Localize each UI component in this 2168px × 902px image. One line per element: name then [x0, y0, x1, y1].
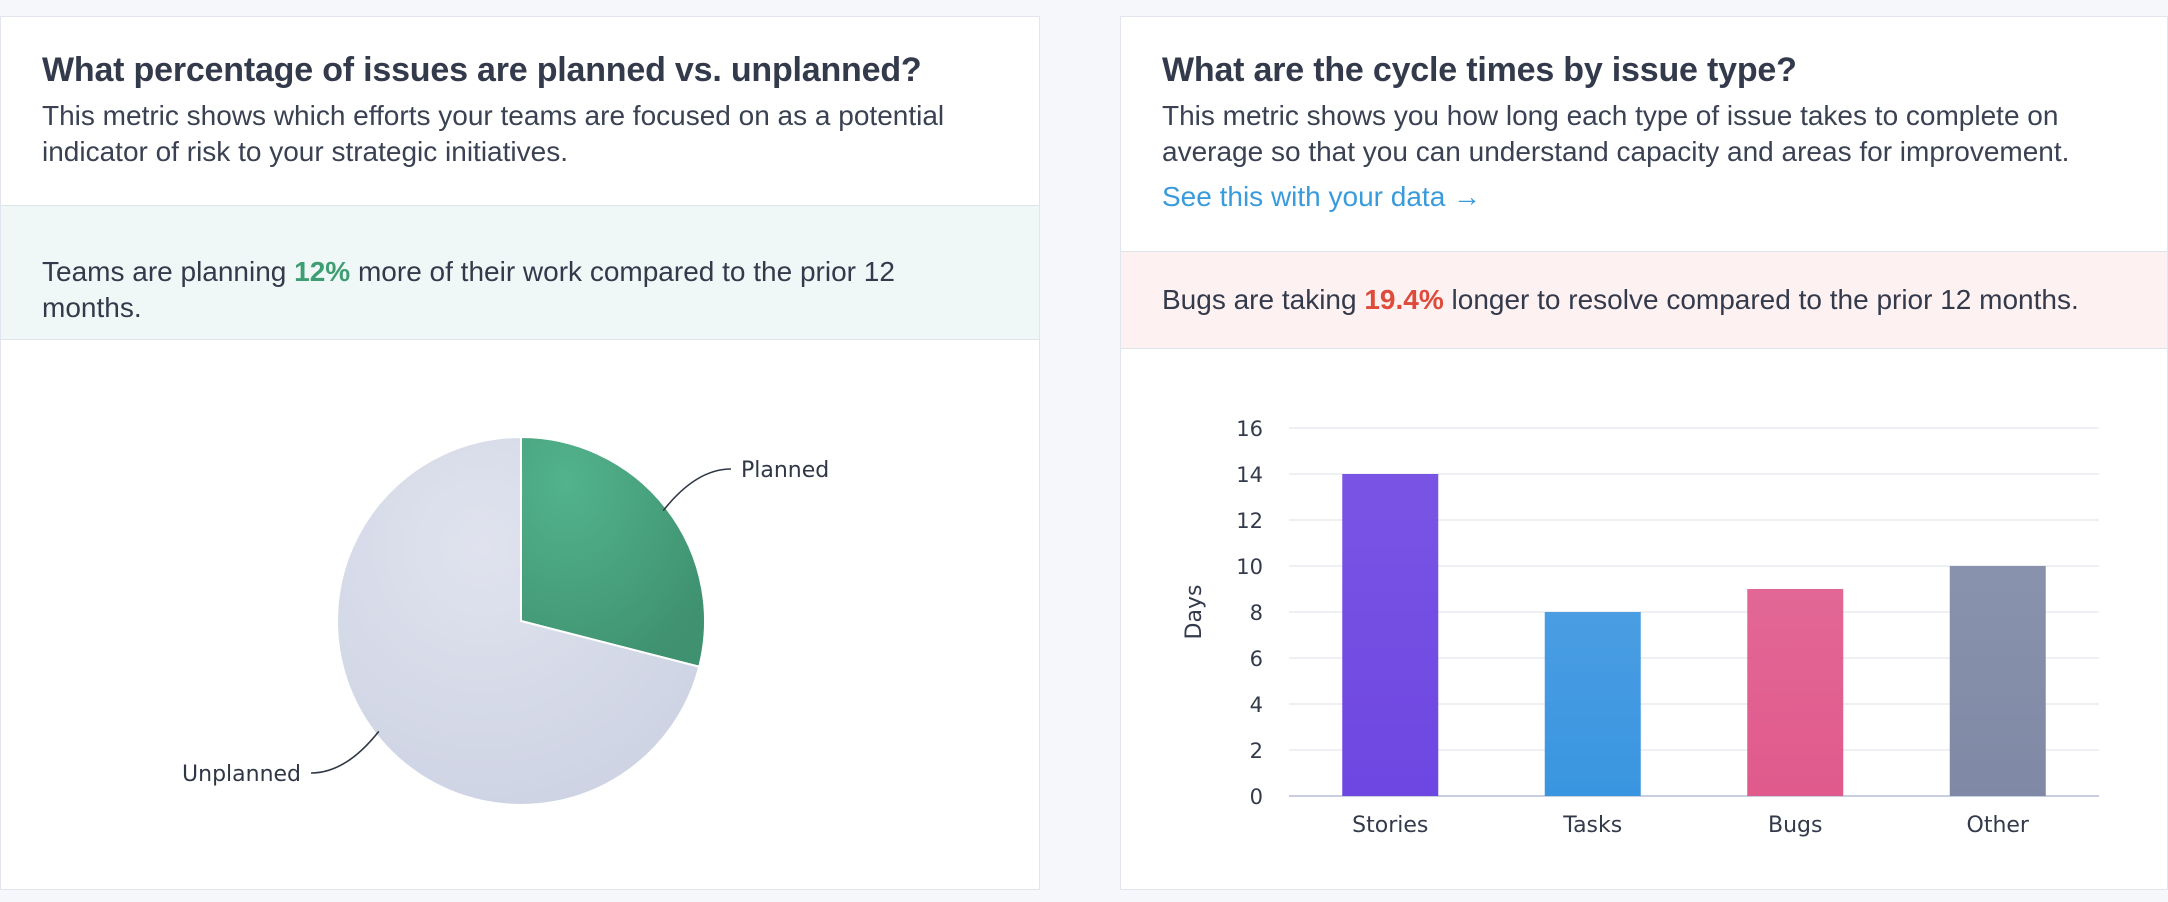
- card-header: What are the cycle times by issue type? …: [1121, 17, 2167, 215]
- cycle-times-card: What are the cycle times by issue type? …: [1120, 16, 2168, 890]
- y-tick-label: 2: [1250, 739, 1263, 763]
- card-description: This metric shows you how long each type…: [1162, 100, 2070, 167]
- y-tick-label: 12: [1236, 509, 1263, 533]
- insight-percentage: 12%: [294, 256, 351, 287]
- y-axis-label: Days: [1182, 585, 1207, 640]
- x-tick-label-other: Other: [1967, 813, 2030, 838]
- insight-banner: Teams are planning 12% more of their wor…: [1, 205, 1039, 340]
- y-tick-label: 10: [1236, 555, 1263, 579]
- card-title: What percentage of issues are planned vs…: [42, 51, 922, 89]
- bar-tasks: [1544, 612, 1641, 796]
- insight-text-suffix: more of their work compared to the prior…: [42, 256, 895, 323]
- bar-chart: 0 2 4 6 8 10 12 14 16 Days Stories Tasks Bugs Other: [1182, 417, 2099, 838]
- y-tick-label: 16: [1236, 417, 1263, 441]
- pie-connector-unplanned: [311, 730, 380, 774]
- card-description: This metric shows which efforts your tea…: [42, 100, 945, 167]
- planned-vs-unplanned-card: What percentage of issues are planned vs…: [0, 16, 1040, 890]
- bar-stories: [1342, 474, 1439, 796]
- insight-text-prefix: Teams are planning: [42, 256, 295, 287]
- y-tick-label: 6: [1250, 647, 1263, 671]
- y-tick-label: 14: [1236, 463, 1263, 487]
- insight-text-suffix: longer to resolve compared to the prior …: [1443, 284, 2079, 315]
- insight-percentage: 19.4%: [1364, 284, 1444, 315]
- see-with-your-data-link[interactable]: See this with your data →: [1162, 181, 1482, 212]
- pie-slice-planned: [520, 435, 706, 668]
- x-tick-label-stories: Stories: [1352, 813, 1428, 838]
- card-title: What are the cycle times by issue type?: [1162, 51, 1797, 89]
- pie-chart: Planned Unplanned: [182, 435, 829, 806]
- y-tick-label: 0: [1250, 785, 1263, 809]
- pie-connector-planned: [662, 468, 731, 512]
- pie-label-planned: Planned: [741, 458, 829, 483]
- pie-slice-unplanned: [336, 435, 701, 806]
- bar-bugs: [1747, 589, 1844, 796]
- y-tick-label: 4: [1250, 693, 1263, 717]
- card-header: What percentage of issues are planned vs…: [1, 17, 1039, 170]
- x-tick-label-tasks: Tasks: [1562, 813, 1622, 838]
- y-tick-label: 8: [1250, 601, 1263, 625]
- bar-other: [1949, 566, 2046, 796]
- x-tick-label-bugs: Bugs: [1768, 813, 1822, 838]
- insight-banner: Bugs are taking 19.4% longer to resolve …: [1121, 251, 2167, 349]
- pie-label-unplanned: Unplanned: [182, 762, 301, 787]
- insight-text-prefix: Bugs are taking: [1162, 284, 1365, 315]
